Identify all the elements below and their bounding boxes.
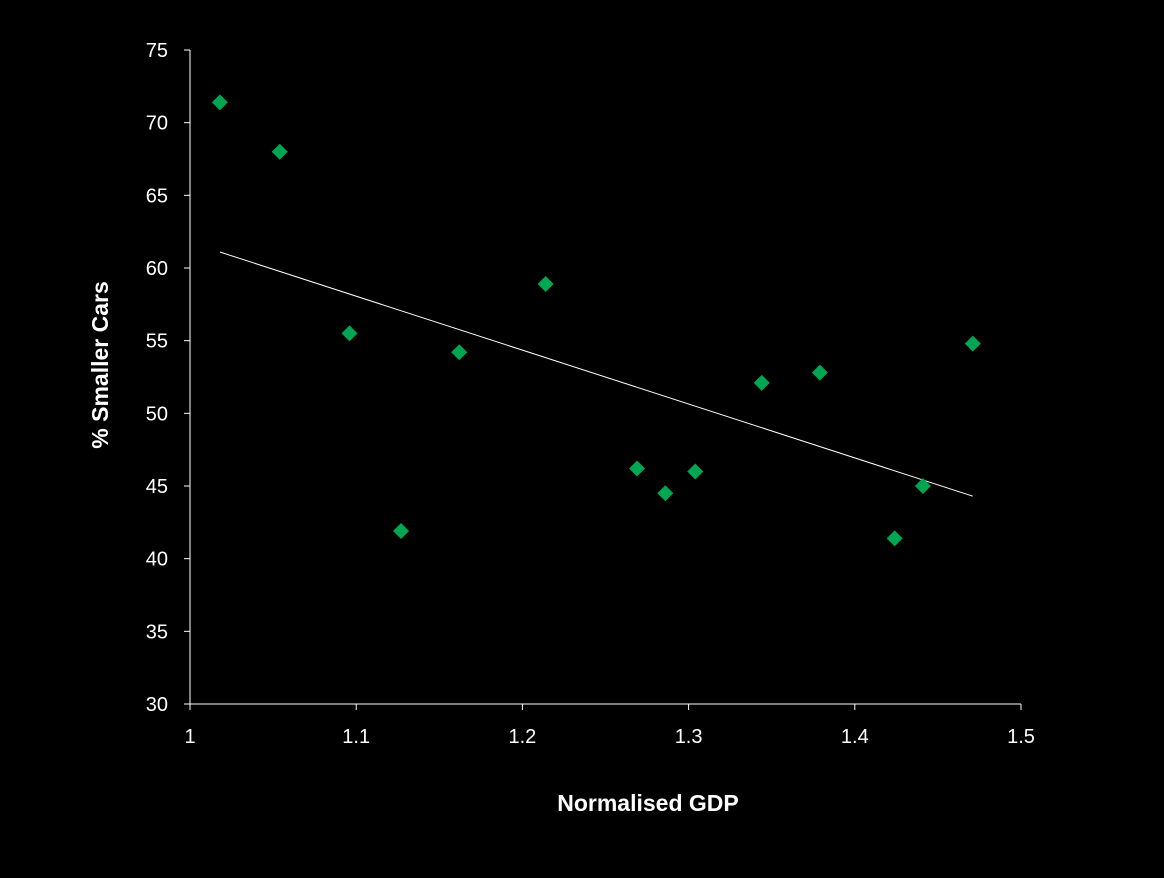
data-point — [451, 344, 468, 361]
y-axis-title: % Smaller Cars — [87, 281, 113, 448]
data-point — [886, 530, 903, 547]
y-tick-label: 60 — [146, 258, 168, 280]
trendline — [219, 251, 973, 497]
data-point — [271, 143, 288, 160]
y-tick-label: 75 — [146, 40, 168, 62]
x-tick-label: 1.4 — [841, 726, 869, 748]
data-point — [537, 275, 554, 292]
x-tick-label: 1.5 — [1007, 726, 1035, 748]
data-point — [393, 523, 410, 540]
x-axis-title: Normalised GDP — [557, 790, 739, 816]
data-points — [211, 94, 981, 547]
y-tick-label: 40 — [146, 549, 168, 571]
x-axis-ticks: 1 1.1 1.2 1.3 1.4 1.5 — [184, 704, 1035, 748]
data-point — [811, 364, 828, 381]
data-point — [753, 374, 770, 391]
y-tick-label: 65 — [146, 185, 168, 207]
data-point — [657, 485, 674, 502]
x-tick-label: 1.1 — [342, 726, 370, 748]
x-tick-label: 1.3 — [675, 726, 703, 748]
data-point — [964, 335, 981, 352]
y-tick-label: 55 — [146, 331, 168, 353]
y-tick-label: 70 — [146, 113, 168, 135]
y-tick-label: 45 — [146, 476, 168, 498]
y-tick-label: 30 — [146, 694, 168, 716]
x-tick-label: 1.2 — [508, 726, 536, 748]
data-point — [211, 94, 228, 111]
y-axis-ticks: 30 35 40 45 50 55 60 65 70 75 — [146, 40, 190, 716]
data-point — [914, 478, 931, 494]
y-tick-label: 50 — [146, 403, 168, 425]
trendline-group — [219, 251, 973, 497]
data-point — [341, 325, 358, 342]
x-tick-label: 1 — [184, 726, 195, 748]
y-tick-label: 35 — [146, 621, 168, 643]
axes — [189, 50, 1021, 705]
data-point — [629, 460, 646, 477]
data-point — [687, 463, 704, 480]
